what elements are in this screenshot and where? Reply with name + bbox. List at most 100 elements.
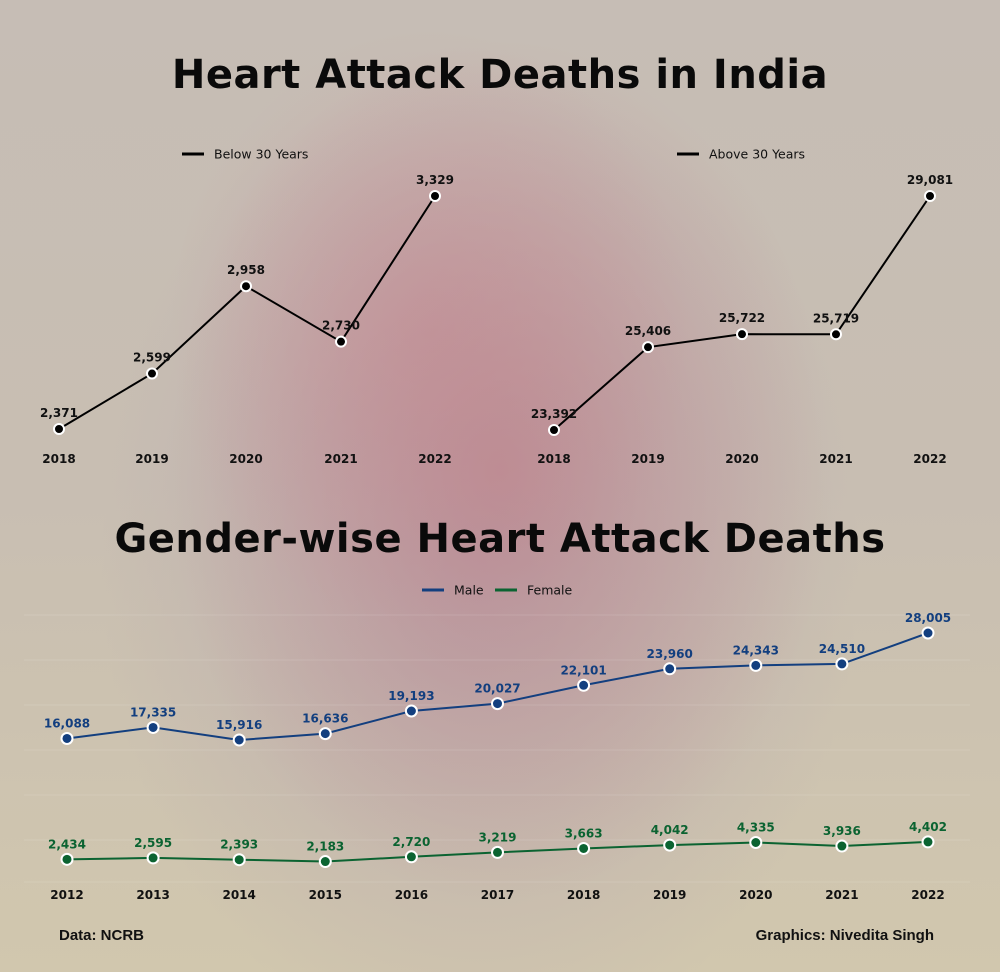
male-data-label: 22,101 bbox=[560, 663, 606, 677]
legend-label-0: Male bbox=[454, 583, 484, 598]
legend-label-0: Below 30 Years bbox=[214, 147, 308, 162]
below30-data-label: 2,599 bbox=[133, 351, 171, 365]
below30-x-tick: 2020 bbox=[229, 452, 262, 466]
gender-x-tick: 2018 bbox=[567, 888, 600, 902]
below30-line bbox=[58, 195, 436, 430]
legend-label-1: Female bbox=[527, 583, 573, 598]
female-data-label: 4,402 bbox=[909, 820, 947, 834]
gender-x-tick: 2020 bbox=[739, 888, 772, 902]
above30-x-tick: 2022 bbox=[913, 452, 946, 466]
below30-x-tick: 2021 bbox=[324, 452, 357, 466]
female-data-label: 4,042 bbox=[651, 823, 689, 837]
above30-marker bbox=[642, 341, 654, 354]
graphics-credit: Graphics: Nivedita Singh bbox=[755, 927, 934, 944]
female-data-label: 2,393 bbox=[220, 838, 258, 852]
male-data-label: 15,916 bbox=[216, 718, 262, 732]
below30-marker bbox=[240, 280, 252, 293]
above30-marker bbox=[830, 328, 842, 341]
female-marker bbox=[921, 835, 935, 849]
male-data-label: 17,335 bbox=[130, 705, 176, 719]
male-data-label: 20,027 bbox=[474, 682, 520, 696]
male-data-label: 24,343 bbox=[733, 643, 779, 657]
female-data-label: 3,219 bbox=[479, 830, 517, 844]
chart-above-30-years: Above 30 Years 23,392 25,406 25,722 25,719 29… bbox=[531, 147, 953, 467]
above30-data-label: 25,722 bbox=[719, 311, 765, 325]
gender-x-tick: 2012 bbox=[50, 888, 83, 902]
male-marker bbox=[577, 678, 591, 692]
male-data-label: 16,088 bbox=[44, 716, 90, 730]
female-marker bbox=[318, 855, 332, 869]
female-marker bbox=[835, 839, 849, 853]
below30-marker bbox=[429, 190, 441, 202]
male-marker bbox=[835, 657, 849, 671]
above30-x-tick: 2021 bbox=[819, 452, 852, 466]
male-data-label: 19,193 bbox=[388, 689, 434, 703]
gender-x-tick: 2016 bbox=[395, 888, 428, 902]
male-marker bbox=[749, 658, 763, 672]
gender-x-tick: 2015 bbox=[309, 888, 342, 902]
male-data-label: 28,005 bbox=[905, 611, 951, 625]
gender-chart-title: Gender-wise Heart Attack Deaths bbox=[114, 516, 886, 562]
below30-marker bbox=[53, 423, 65, 435]
female-marker bbox=[404, 850, 418, 864]
female-marker bbox=[60, 852, 74, 866]
above30-x-tick: 2019 bbox=[631, 452, 664, 466]
gender-x-tick: 2021 bbox=[825, 888, 858, 902]
female-data-label: 3,663 bbox=[565, 826, 603, 840]
male-marker bbox=[60, 731, 74, 745]
male-marker bbox=[232, 733, 246, 747]
main-title: Heart Attack Deaths in India bbox=[171, 52, 829, 98]
below30-data-label: 2,371 bbox=[40, 406, 78, 420]
female-data-label: 4,335 bbox=[737, 821, 775, 835]
below30-data-label: 2,730 bbox=[322, 319, 360, 333]
female-marker bbox=[749, 836, 763, 850]
below30-data-label: 2,958 bbox=[227, 263, 265, 277]
female-data-label: 2,434 bbox=[48, 837, 86, 851]
male-data-label: 16,636 bbox=[302, 712, 348, 726]
female-data-label: 3,936 bbox=[823, 824, 861, 838]
gender-x-tick: 2014 bbox=[222, 888, 255, 902]
below30-x-tick: 2018 bbox=[42, 452, 75, 466]
male-marker bbox=[491, 697, 504, 711]
gender-chart-gridlines bbox=[24, 614, 970, 883]
gender-x-tick: 2013 bbox=[136, 888, 169, 902]
male-marker bbox=[146, 720, 160, 734]
above30-marker bbox=[736, 328, 748, 341]
female-marker bbox=[491, 845, 504, 859]
below30-marker bbox=[335, 335, 347, 348]
below30-marker bbox=[146, 367, 158, 380]
female-marker bbox=[577, 841, 591, 855]
above30-data-label: 23,392 bbox=[531, 407, 577, 421]
male-marker bbox=[921, 626, 935, 640]
data-source-credit: Data: NCRB bbox=[59, 927, 145, 944]
female-marker bbox=[663, 838, 677, 852]
above30-data-label: 29,081 bbox=[907, 173, 953, 187]
female-marker bbox=[146, 851, 160, 865]
chart-below-30-years: Below 30 Years 2,371 2,599 2,958 2,730 3,329 2… bbox=[40, 147, 454, 467]
male-marker bbox=[318, 727, 332, 741]
gender-x-tick: 2017 bbox=[481, 888, 514, 902]
below30-data-label: 3,329 bbox=[416, 173, 454, 187]
above30-marker bbox=[548, 424, 560, 436]
below30-x-tick: 2019 bbox=[135, 452, 168, 466]
male-data-label: 24,510 bbox=[819, 642, 865, 656]
above30-data-label: 25,719 bbox=[813, 311, 859, 325]
male-marker bbox=[404, 704, 418, 718]
gender-x-tick: 2022 bbox=[911, 888, 944, 902]
legend-label-0: Above 30 Years bbox=[709, 147, 805, 162]
female-data-label: 2,595 bbox=[134, 836, 172, 850]
female-data-label: 2,183 bbox=[306, 840, 344, 854]
chart-gender-wise: Male Female 16,088 17,335 15,916 16,636 19,193… bbox=[44, 583, 951, 903]
male-data-label: 23,960 bbox=[647, 647, 693, 661]
below30-x-tick: 2022 bbox=[418, 452, 451, 466]
female-data-label: 2,720 bbox=[392, 835, 430, 849]
male-marker bbox=[663, 662, 677, 676]
above30-x-tick: 2018 bbox=[537, 452, 570, 466]
above30-x-tick: 2020 bbox=[725, 452, 758, 466]
above30-marker bbox=[924, 190, 936, 202]
above30-data-label: 25,406 bbox=[625, 324, 671, 338]
female-marker bbox=[232, 853, 246, 867]
gender-x-tick: 2019 bbox=[653, 888, 686, 902]
